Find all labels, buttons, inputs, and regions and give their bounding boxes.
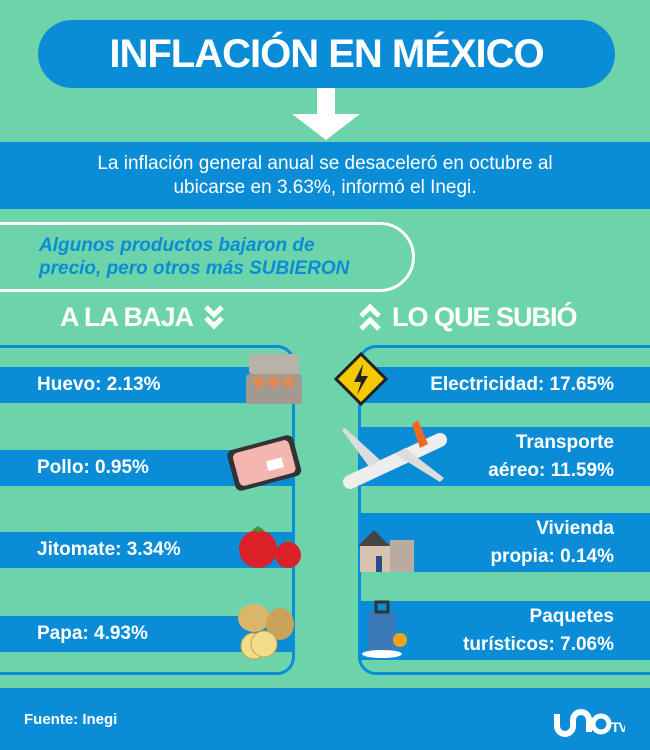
down-item-label: Jitomate: 3.34%	[37, 539, 181, 560]
down-item-label: Pollo: 0.95%	[37, 457, 149, 478]
unotv-logo: TV	[553, 708, 630, 744]
subtitle-line-2: precio, pero otros más SUBIERON	[39, 258, 350, 279]
up-item-label-line-1: Transporte	[515, 431, 614, 453]
up-item-label-line-2: propia: 0.14%	[490, 545, 614, 567]
up-item-label-line-2: aéreo: 11.59%	[488, 459, 614, 481]
down-item-label: Papa: 4.93%	[37, 623, 148, 644]
chevron-double-down-icon	[204, 304, 224, 330]
up-item: Electricidad: 17.65%	[358, 367, 650, 403]
up-item-label: Electricidad: 17.65%	[430, 374, 614, 395]
electricity-warning-icon	[334, 352, 388, 406]
subtitle-pill: Algunos productos bajaron de precio, per…	[0, 222, 415, 292]
chevron-double-up-icon	[359, 302, 381, 331]
suitcase-icon	[362, 600, 407, 658]
chicken-package-icon	[227, 435, 302, 491]
up-item: Paquetes turísticos: 7.06%	[358, 601, 650, 660]
summary-line-2: ubicarse en 3.63%, informó el Inegi.	[173, 177, 477, 198]
up-header: LO QUE SUBIÓ	[358, 302, 578, 333]
summary-band: La inflación general anual se desaceleró…	[0, 142, 650, 209]
down-item-label: Huevo: 2.13%	[37, 374, 161, 395]
house-icon	[358, 530, 414, 572]
subtitle-line-1: Algunos productos bajaron de	[39, 235, 315, 256]
footer	[0, 688, 650, 750]
down-header-label: A LA BAJA	[60, 302, 194, 332]
unotv-logo-mark: TV	[554, 709, 630, 737]
egg-carton-icon	[246, 354, 302, 404]
up-item-label-line-2: turísticos: 7.06%	[463, 633, 614, 655]
arrow-down-icon	[292, 88, 360, 140]
down-box	[0, 345, 295, 675]
up-item-label-line-1: Vivienda	[536, 517, 614, 539]
up-header-label: LO QUE SUBIÓ	[392, 302, 578, 332]
down-header: A LA BAJA	[60, 302, 225, 333]
potato-icon	[238, 604, 294, 660]
airplane-icon	[342, 420, 447, 489]
up-box	[358, 345, 650, 675]
down-item: Huevo: 2.13%	[0, 367, 295, 403]
tomato-icon	[239, 526, 301, 568]
page-title: INFLACIÓN EN MÉXICO	[38, 20, 615, 88]
summary-line-1: La inflación general anual se desaceleró…	[97, 153, 553, 174]
source-label: Fuente: Inegi	[24, 711, 118, 728]
up-item-label-line-1: Paquetes	[529, 605, 614, 627]
svg-text:TV: TV	[611, 719, 625, 735]
